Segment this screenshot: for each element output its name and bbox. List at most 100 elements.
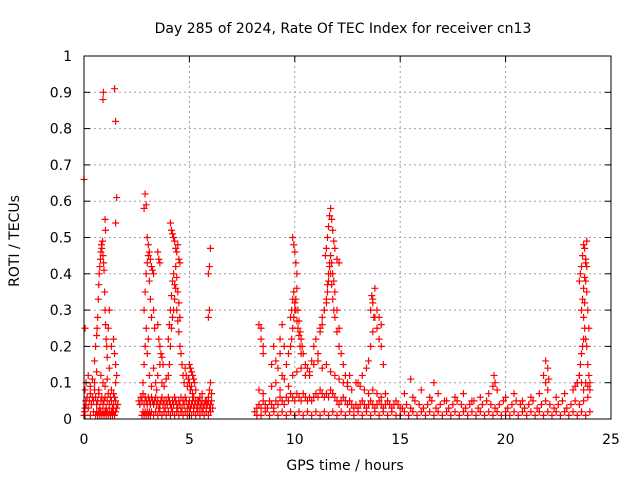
data-point <box>144 335 152 343</box>
data-point <box>190 393 198 401</box>
data-point <box>512 397 520 405</box>
data-point <box>434 390 442 398</box>
data-point <box>91 379 99 387</box>
data-point <box>421 411 429 419</box>
data-point <box>293 317 301 325</box>
data-point <box>152 393 160 401</box>
data-point <box>561 390 569 398</box>
data-point <box>177 350 185 358</box>
data-point <box>310 342 318 350</box>
data-point <box>97 248 105 256</box>
data-point <box>400 408 408 416</box>
data-point <box>335 324 343 332</box>
data-point <box>392 397 400 405</box>
data-point <box>308 411 316 419</box>
data-point <box>204 313 212 321</box>
data-point <box>167 226 175 234</box>
data-point <box>365 357 373 365</box>
data-point <box>191 379 199 387</box>
data-point <box>278 408 286 416</box>
data-point <box>145 248 153 256</box>
data-point <box>105 364 113 372</box>
data-point <box>93 332 101 340</box>
data-point <box>141 342 149 350</box>
data-point <box>523 411 531 419</box>
data-point <box>430 379 438 387</box>
data-point <box>314 393 322 401</box>
data-point <box>457 400 465 408</box>
data-point <box>145 371 153 379</box>
data-point <box>330 237 338 245</box>
data-point <box>270 342 278 350</box>
y-tick-label: 0.2 <box>50 339 72 355</box>
data-point <box>413 411 421 419</box>
data-point <box>299 390 307 398</box>
data-point <box>257 411 265 419</box>
data-point <box>142 270 150 278</box>
data-point <box>579 252 587 260</box>
data-point <box>312 390 320 398</box>
data-point <box>296 328 304 336</box>
data-point <box>478 400 486 408</box>
data-point <box>175 299 183 307</box>
data-point <box>103 353 111 361</box>
data-point <box>525 400 533 408</box>
x-tick-label: 0 <box>80 432 89 448</box>
data-point <box>400 390 408 398</box>
data-point <box>323 288 331 296</box>
data-point <box>409 393 417 401</box>
data-point <box>485 408 493 416</box>
data-point <box>468 397 476 405</box>
data-point <box>172 244 180 252</box>
data-point <box>111 393 119 401</box>
data-point <box>495 400 503 408</box>
data-point <box>176 342 184 350</box>
data-point <box>320 306 328 314</box>
data-point <box>172 284 180 292</box>
data-point <box>295 393 303 401</box>
data-point <box>278 397 286 405</box>
data-point <box>365 390 373 398</box>
data-point <box>154 371 162 379</box>
data-point <box>514 411 522 419</box>
data-point <box>485 390 493 398</box>
data-point <box>205 263 213 271</box>
data-point <box>331 371 339 379</box>
data-point <box>255 386 263 394</box>
data-point <box>344 379 351 387</box>
data-point <box>97 371 105 379</box>
data-point <box>316 324 324 332</box>
data-point <box>165 321 173 329</box>
data-point <box>284 397 292 405</box>
data-point <box>323 234 331 241</box>
data-point <box>329 390 337 398</box>
data-point <box>367 306 375 314</box>
data-point <box>296 342 304 350</box>
data-point <box>171 295 179 303</box>
data-point <box>155 335 163 343</box>
data-point <box>301 361 309 369</box>
data-point <box>263 404 271 412</box>
data-point <box>151 324 159 332</box>
data-point <box>175 255 183 263</box>
data-point <box>144 241 152 249</box>
data-point <box>303 364 311 372</box>
data-point <box>107 342 115 350</box>
data-point <box>527 408 535 416</box>
data-point <box>99 96 107 104</box>
data-point <box>350 411 358 419</box>
data-point <box>160 382 168 390</box>
data-point <box>327 368 335 376</box>
axis-ticks <box>83 55 612 420</box>
data-point <box>105 306 113 314</box>
data-point <box>438 411 446 419</box>
data-point <box>171 237 179 245</box>
data-point <box>585 324 593 332</box>
data-point <box>142 324 150 332</box>
data-point <box>81 324 89 332</box>
data-point <box>186 364 194 372</box>
data-point <box>483 397 491 405</box>
data-point <box>333 306 341 314</box>
data-point <box>369 328 377 336</box>
data-point <box>142 201 150 209</box>
